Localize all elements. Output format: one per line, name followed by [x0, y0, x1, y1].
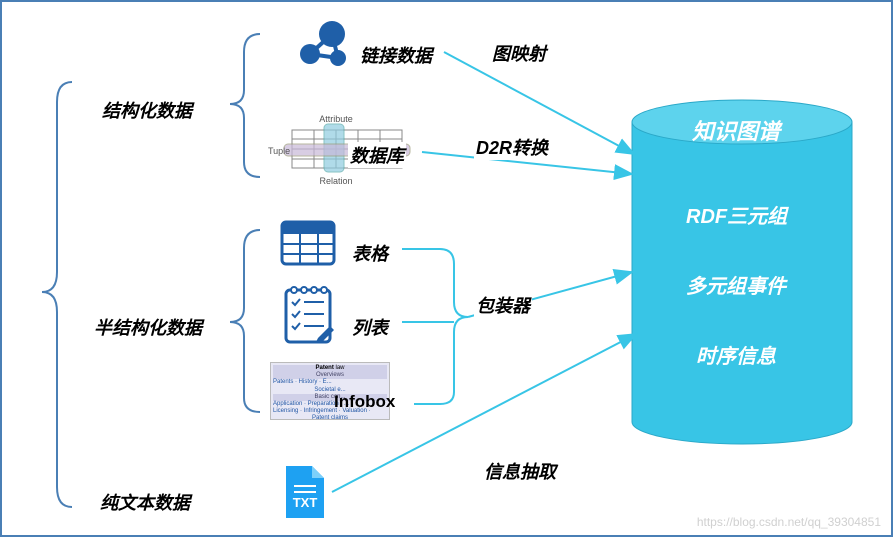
txt-icon: TXT [282, 464, 328, 520]
main-bracket [42, 82, 72, 507]
semi-join-bracket [402, 249, 468, 404]
category-structured: 结构化数据 [102, 97, 192, 123]
infobox-label: Infobox [334, 392, 395, 412]
database-label: 数据库 [348, 142, 406, 168]
transform-graph-map: 图映射 [492, 40, 546, 66]
linked-data-label: 链接数据 [360, 42, 432, 68]
transform-wrapper: 包装器 [474, 292, 532, 318]
semi-bracket [230, 230, 260, 412]
diagram-canvas: 结构化数据 半结构化数据 纯文本数据 链接数据 Attribute Tupl [0, 0, 893, 537]
category-semi-structured: 半结构化数据 [94, 314, 202, 340]
list-icon [280, 282, 336, 346]
table-icon [280, 220, 336, 266]
table-label: 表格 [352, 240, 388, 266]
svg-text:TXT: TXT [293, 495, 318, 510]
category-plain-text: 纯文本数据 [100, 489, 190, 515]
cylinder-line-temporal: 时序信息 [696, 340, 776, 369]
svg-text:Relation: Relation [319, 176, 352, 186]
svg-text:Tuple: Tuple [268, 146, 290, 156]
list-label: 列表 [352, 314, 388, 340]
structured-bracket [230, 34, 260, 177]
transform-d2r: D2R转换 [474, 134, 550, 160]
svg-text:Attribute: Attribute [319, 114, 353, 124]
cylinder-line-rdf: RDF三元组 [686, 200, 787, 229]
watermark: https://blog.csdn.net/qq_39304851 [697, 515, 881, 529]
transform-ie: 信息抽取 [482, 458, 558, 484]
linked-data-icon [292, 20, 350, 68]
cylinder-title: 知识图谱 [692, 114, 780, 146]
cylinder-line-event: 多元组事件 [686, 270, 786, 299]
